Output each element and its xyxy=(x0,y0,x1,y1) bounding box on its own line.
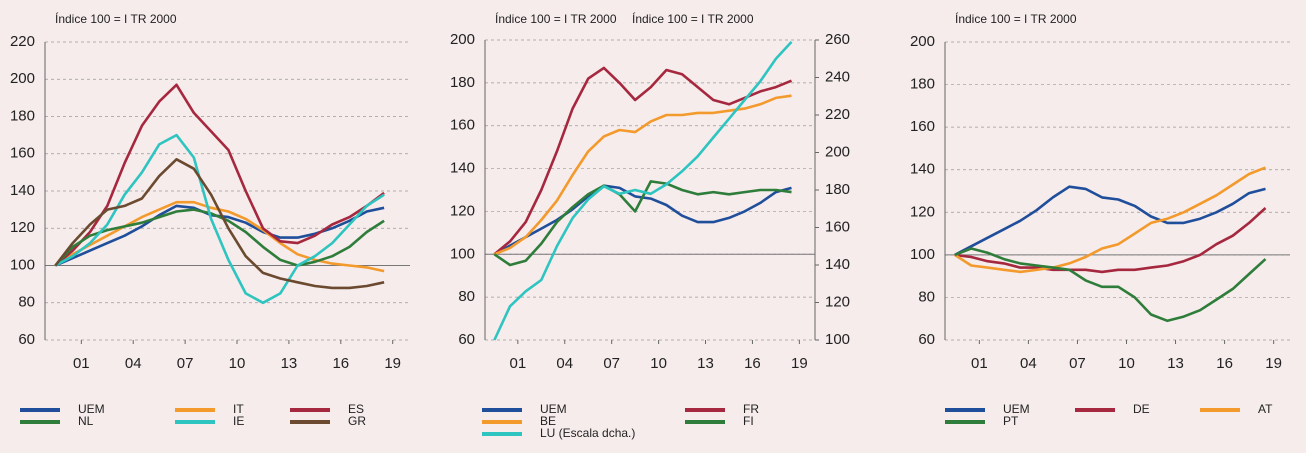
legend-label: FI xyxy=(743,414,754,428)
x-tick-label: 01 xyxy=(73,355,90,372)
y-axis-label: Índice 100 = I TR 2000 xyxy=(55,11,177,26)
series-line xyxy=(54,133,385,305)
legend-label: AT xyxy=(1258,402,1273,416)
y2-tick-label: 260 xyxy=(825,31,850,48)
x-tick-label: 10 xyxy=(1118,355,1135,372)
y-tick-label: 60 xyxy=(918,331,935,348)
y2-tick-label: 140 xyxy=(825,256,850,273)
y-tick-label: 200 xyxy=(450,31,475,48)
legend-label: UEM xyxy=(78,402,105,416)
legend-label: GR xyxy=(348,414,366,428)
x-tick-label: 13 xyxy=(281,355,298,372)
x-tick-label: 01 xyxy=(971,355,988,372)
series-line xyxy=(954,166,1266,274)
series-line xyxy=(493,66,792,256)
legend-label: UEM xyxy=(1003,402,1030,416)
legend-label: PT xyxy=(1003,414,1019,428)
y-tick-label: 120 xyxy=(10,219,35,236)
x-tick-label: 16 xyxy=(1216,355,1233,372)
y2-tick-label: 100 xyxy=(825,331,850,348)
y2-tick-label: 160 xyxy=(825,218,850,235)
series-line xyxy=(954,185,1266,257)
series-line xyxy=(54,208,385,267)
y-axis-label: Índice 100 = I TR 2000 xyxy=(495,11,617,26)
y-tick-label: 140 xyxy=(10,182,35,199)
series-line xyxy=(493,41,793,341)
x-tick-label: 16 xyxy=(332,355,349,372)
series-line xyxy=(954,247,1267,323)
legend-label: IT xyxy=(233,402,244,416)
y-tick-label: 160 xyxy=(910,118,935,135)
legend-label: IE xyxy=(233,414,244,428)
series-line xyxy=(54,158,385,290)
series-line xyxy=(54,83,385,267)
x-tick-label: 01 xyxy=(509,355,526,372)
x-tick-label: 19 xyxy=(384,355,401,372)
x-tick-label: 19 xyxy=(1265,355,1282,372)
y-tick-label: 60 xyxy=(458,331,475,348)
y-tick-label: 80 xyxy=(458,288,475,305)
y-tick-label: 140 xyxy=(910,161,935,178)
x-tick-label: 07 xyxy=(1069,355,1086,372)
y2-tick-label: 240 xyxy=(825,68,850,85)
x-tick-label: 19 xyxy=(791,355,808,372)
x-tick-label: 10 xyxy=(229,355,246,372)
x-tick-label: 04 xyxy=(556,355,573,372)
y-tick-label: 100 xyxy=(910,246,935,263)
series-line xyxy=(493,94,792,256)
y-tick-label: 120 xyxy=(450,202,475,219)
legend-label: BE xyxy=(540,414,556,428)
x-tick-label: 13 xyxy=(697,355,714,372)
y-tick-label: 180 xyxy=(910,76,935,93)
y-tick-label: 160 xyxy=(450,117,475,134)
x-tick-label: 04 xyxy=(1020,355,1037,372)
legend-label: UEM xyxy=(540,402,567,416)
series-line xyxy=(954,207,1267,274)
y-tick-label: 140 xyxy=(450,160,475,177)
y-tick-label: 160 xyxy=(10,145,35,162)
legend-label: NL xyxy=(78,414,94,428)
y-tick-label: 80 xyxy=(18,294,35,311)
y2-tick-label: 180 xyxy=(825,181,850,198)
x-tick-label: 13 xyxy=(1167,355,1184,372)
y2-tick-label: 200 xyxy=(825,143,850,160)
y-tick-label: 200 xyxy=(10,70,35,87)
legend-label: ES xyxy=(348,402,364,416)
legend-label: FR xyxy=(743,402,759,416)
x-tick-label: 16 xyxy=(744,355,761,372)
x-tick-label: 07 xyxy=(603,355,620,372)
y-tick-label: 80 xyxy=(918,288,935,305)
y-tick-label: 100 xyxy=(450,245,475,262)
y-tick-label: 180 xyxy=(10,107,35,124)
y2-tick-label: 120 xyxy=(825,293,850,310)
x-tick-label: 04 xyxy=(125,355,142,372)
y2-axis-label: Índice 100 = I TR 2000 xyxy=(632,11,754,26)
x-tick-label: 10 xyxy=(650,355,667,372)
y-tick-label: 100 xyxy=(10,256,35,273)
y-tick-label: 120 xyxy=(910,203,935,220)
legend-label: LU (Escala dcha.) xyxy=(540,426,635,440)
y-tick-label: 180 xyxy=(450,74,475,91)
y-tick-label: 200 xyxy=(910,33,935,50)
series-line xyxy=(493,180,792,267)
y-tick-label: 220 xyxy=(10,33,35,50)
legend-label: DE xyxy=(1133,402,1150,416)
y-axis-label: Índice 100 = I TR 2000 xyxy=(955,11,1077,26)
y-tick-label: 60 xyxy=(18,331,35,348)
y2-tick-label: 220 xyxy=(825,106,850,123)
x-tick-label: 07 xyxy=(177,355,194,372)
